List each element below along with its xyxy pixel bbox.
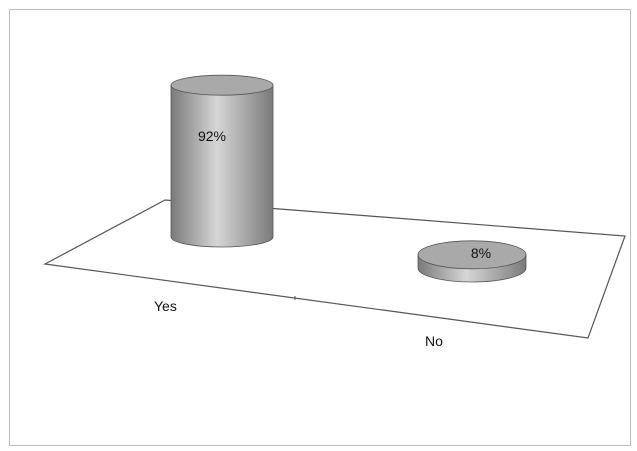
data-label-no: 8% [471,245,491,261]
cylinder-bar-yes: 92% [170,74,274,248]
category-label-yes: Yes [154,298,177,314]
chart-frame [9,9,631,446]
data-label-yes: 92% [198,128,226,144]
cylinder-bar-no: 8% [417,240,527,283]
category-label-no: No [425,333,443,349]
cylinder-top-no [417,240,527,270]
bars-layer: 92% 8% [170,74,527,283]
cylinder-body-yes [170,84,274,248]
cylinder-top-yes [170,74,274,96]
chart-floor [43,199,626,339]
